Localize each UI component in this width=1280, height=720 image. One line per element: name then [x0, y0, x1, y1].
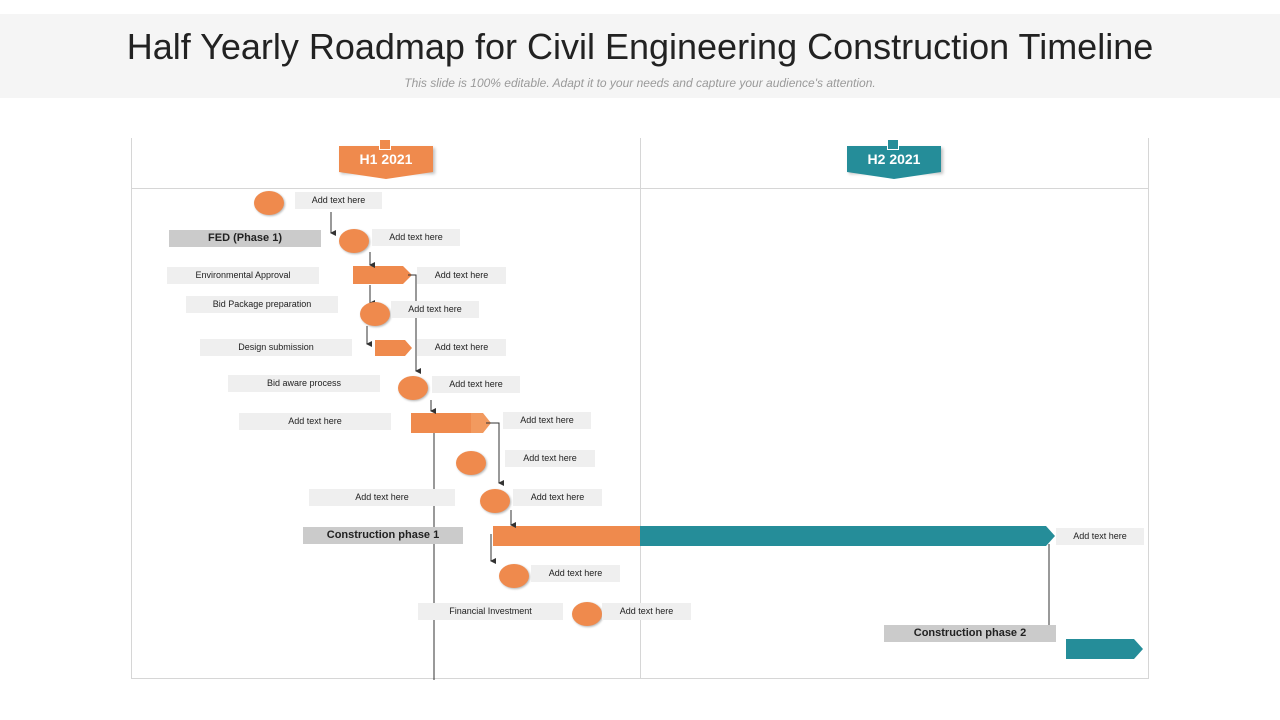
page-title: Half Yearly Roadmap for Civil Engineerin… [126, 26, 1154, 67]
task-bar-environmental [353, 266, 412, 284]
placeholder-label: Add text here [295, 192, 382, 209]
milestone-dot [572, 602, 602, 626]
placeholder-label: Add text here [1056, 528, 1144, 545]
period-h1-label: H1 2021 [359, 151, 413, 167]
connector-4 [408, 274, 421, 374]
placeholder-label: Add text here [391, 301, 479, 318]
placeholder-label: Add text here [432, 376, 520, 393]
milestone-dot [360, 302, 390, 326]
period-h1-tab [379, 139, 391, 150]
placeholder-label: Add text here [503, 412, 591, 429]
label-environmental-approval: Environmental Approval [167, 267, 319, 284]
connector-7 [486, 422, 504, 486]
milestone-dot [456, 451, 486, 475]
placeholder-label: Add text here [417, 267, 506, 284]
phase1-bar-h2 [640, 526, 1055, 546]
half-divider [640, 138, 641, 679]
placeholder-label: Add text here [513, 489, 602, 506]
period-h2-tab [887, 139, 899, 150]
period-h1: H1 2021 [339, 139, 433, 179]
milestone-dot [339, 229, 369, 253]
label-construction-phase-2: Construction phase 2 [884, 625, 1056, 642]
label-construction-phase-1: Construction phase 1 [303, 527, 463, 544]
task-bar-design [375, 340, 412, 356]
label-left-placeholder: Add text here [239, 413, 391, 430]
task-bar-award-b [471, 413, 491, 433]
label-left-placeholder: Add text here [309, 489, 455, 506]
header-band [0, 14, 1280, 98]
milestone-dot [499, 564, 529, 588]
milestone-dot [480, 489, 510, 513]
placeholder-label: Add text here [531, 565, 620, 582]
label-bid-package: Bid Package preparation [186, 296, 338, 313]
task-bar-award-a [411, 413, 471, 433]
placeholder-label: Add text here [505, 450, 595, 467]
milestone-dot [254, 191, 284, 215]
label-design-submission: Design submission [200, 339, 352, 356]
page-subtitle: This slide is 100% editable. Adapt it to… [404, 76, 876, 90]
phase1-bar-h1 [493, 526, 640, 546]
label-bid-award: Bid aware process [228, 375, 380, 392]
label-financial-investment: Financial Investment [418, 603, 563, 620]
phase2-bar [1066, 639, 1143, 659]
period-h2-label: H2 2021 [867, 151, 921, 167]
placeholder-label: Add text here [372, 229, 460, 246]
label-fed: FED (Phase 1) [169, 230, 321, 247]
placeholder-label: Add text here [602, 603, 691, 620]
period-h2: H2 2021 [847, 139, 941, 179]
milestone-dot [398, 376, 428, 400]
placeholder-label: Add text here [417, 339, 506, 356]
